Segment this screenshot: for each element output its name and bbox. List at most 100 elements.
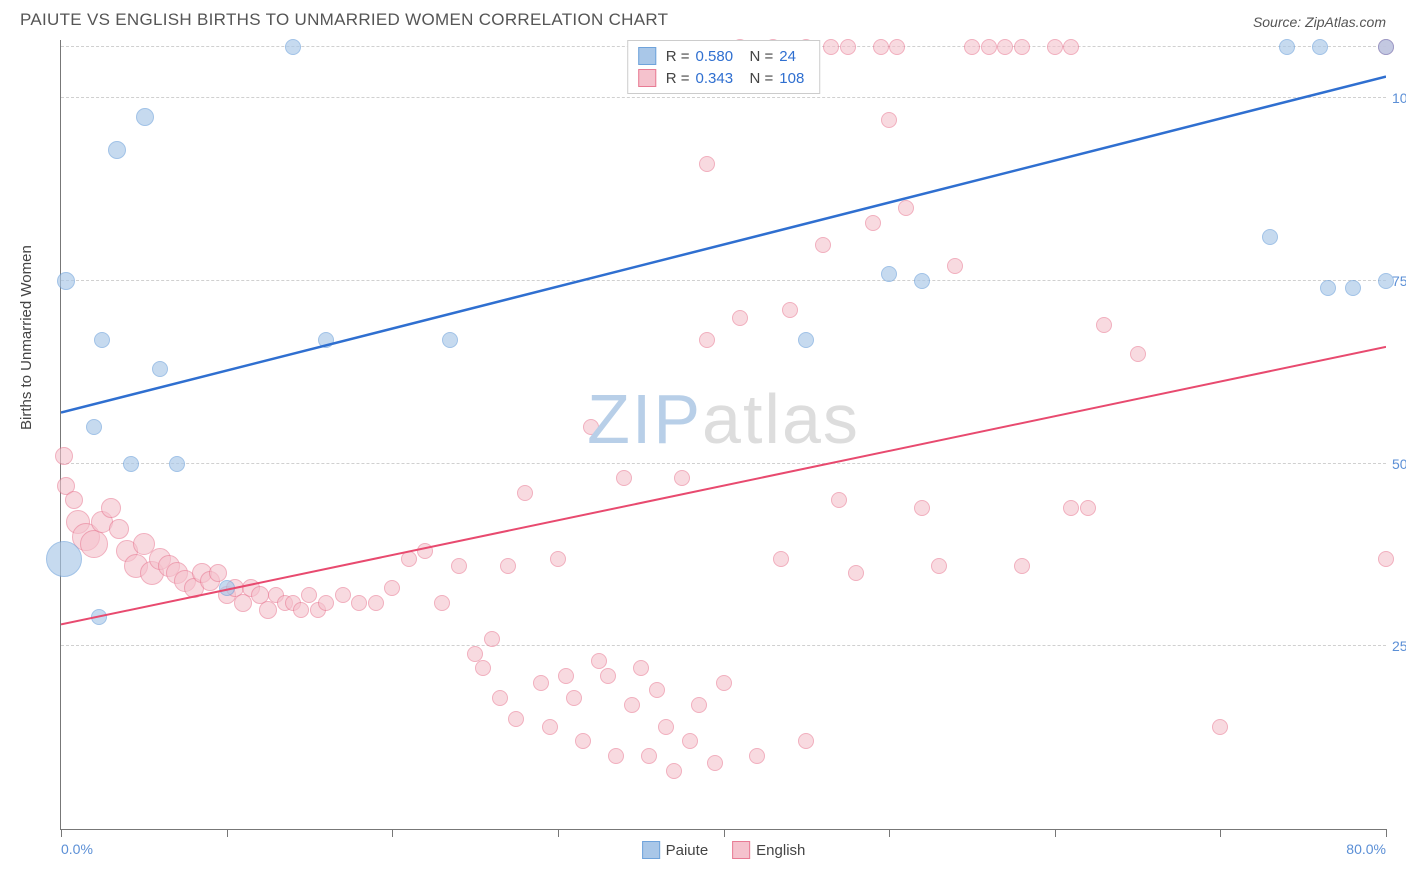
data-point xyxy=(624,697,640,713)
data-point xyxy=(666,763,682,779)
data-point xyxy=(80,530,108,558)
legend-item: English xyxy=(732,841,805,859)
x-tick xyxy=(1386,829,1387,837)
stat-r-label: R = xyxy=(666,70,690,87)
data-point xyxy=(1378,551,1394,567)
gridline xyxy=(61,280,1386,281)
data-point xyxy=(169,456,185,472)
data-point xyxy=(108,141,126,159)
stats-row: R =0.580N =24 xyxy=(638,45,810,67)
data-point xyxy=(517,485,533,501)
data-point xyxy=(351,595,367,611)
data-point xyxy=(401,551,417,567)
stat-n-label: N = xyxy=(750,70,774,87)
data-point xyxy=(467,646,483,662)
gridline xyxy=(61,645,1386,646)
data-point xyxy=(109,519,129,539)
data-point xyxy=(136,108,154,126)
data-point xyxy=(914,500,930,516)
data-point xyxy=(873,39,889,55)
data-point xyxy=(550,551,566,567)
data-point xyxy=(318,595,334,611)
data-point xyxy=(285,39,301,55)
data-point xyxy=(981,39,997,55)
x-tick-label: 0.0% xyxy=(61,841,93,857)
data-point xyxy=(533,675,549,691)
x-tick xyxy=(558,829,559,837)
y-tick-label: 25.0% xyxy=(1392,638,1406,654)
data-point xyxy=(600,668,616,684)
data-point xyxy=(649,682,665,698)
data-point xyxy=(91,609,107,625)
legend-swatch xyxy=(642,841,660,859)
data-point xyxy=(707,755,723,771)
data-point xyxy=(1014,558,1030,574)
data-point xyxy=(947,258,963,274)
data-point xyxy=(566,690,582,706)
data-point xyxy=(591,653,607,669)
data-point xyxy=(699,156,715,172)
data-point xyxy=(57,272,75,290)
data-point xyxy=(682,733,698,749)
legend-label: English xyxy=(756,842,805,859)
y-axis-label: Births to Unmarried Women xyxy=(18,245,35,430)
stat-n-label: N = xyxy=(750,48,774,65)
data-point xyxy=(1212,719,1228,735)
data-point xyxy=(508,711,524,727)
gridline xyxy=(61,97,1386,98)
data-point xyxy=(848,565,864,581)
data-point xyxy=(417,543,433,559)
series-legend: Paiute English xyxy=(642,841,806,859)
data-point xyxy=(831,492,847,508)
chart-title: PAIUTE VS ENGLISH BIRTHS TO UNMARRIED WO… xyxy=(20,10,668,30)
x-tick xyxy=(889,829,890,837)
data-point xyxy=(94,332,110,348)
data-point xyxy=(384,580,400,596)
data-point xyxy=(674,470,690,486)
data-point xyxy=(633,660,649,676)
data-point xyxy=(881,112,897,128)
data-point xyxy=(798,332,814,348)
y-tick-label: 100.0% xyxy=(1392,90,1406,106)
data-point xyxy=(542,719,558,735)
stat-r-value: 0.343 xyxy=(696,70,740,87)
data-point xyxy=(451,558,467,574)
data-point xyxy=(1279,39,1295,55)
data-point xyxy=(1312,39,1328,55)
data-point xyxy=(1014,39,1030,55)
y-tick-label: 50.0% xyxy=(1392,456,1406,472)
data-point xyxy=(1047,39,1063,55)
stats-row: R =0.343N =108 xyxy=(638,67,810,89)
data-point xyxy=(318,332,334,348)
gridline xyxy=(61,463,1386,464)
legend-label: Paiute xyxy=(666,842,709,859)
data-point xyxy=(889,39,905,55)
data-point xyxy=(798,733,814,749)
x-tick xyxy=(1055,829,1056,837)
data-point xyxy=(46,541,82,577)
data-point xyxy=(152,361,168,377)
data-point xyxy=(658,719,674,735)
data-point xyxy=(1378,39,1394,55)
data-point xyxy=(732,310,748,326)
stat-n-value: 24 xyxy=(779,48,809,65)
data-point xyxy=(558,668,574,684)
data-point xyxy=(699,332,715,348)
data-point xyxy=(608,748,624,764)
data-point xyxy=(293,602,309,618)
data-point xyxy=(865,215,881,231)
data-point xyxy=(1063,500,1079,516)
data-point xyxy=(782,302,798,318)
data-point xyxy=(442,332,458,348)
data-point xyxy=(898,200,914,216)
data-point xyxy=(815,237,831,253)
data-point xyxy=(259,601,277,619)
data-point xyxy=(123,456,139,472)
legend-swatch xyxy=(638,69,656,87)
data-point xyxy=(55,447,73,465)
x-tick xyxy=(1220,829,1221,837)
data-point xyxy=(964,39,980,55)
data-point xyxy=(500,558,516,574)
data-point xyxy=(1262,229,1278,245)
data-point xyxy=(1096,317,1112,333)
